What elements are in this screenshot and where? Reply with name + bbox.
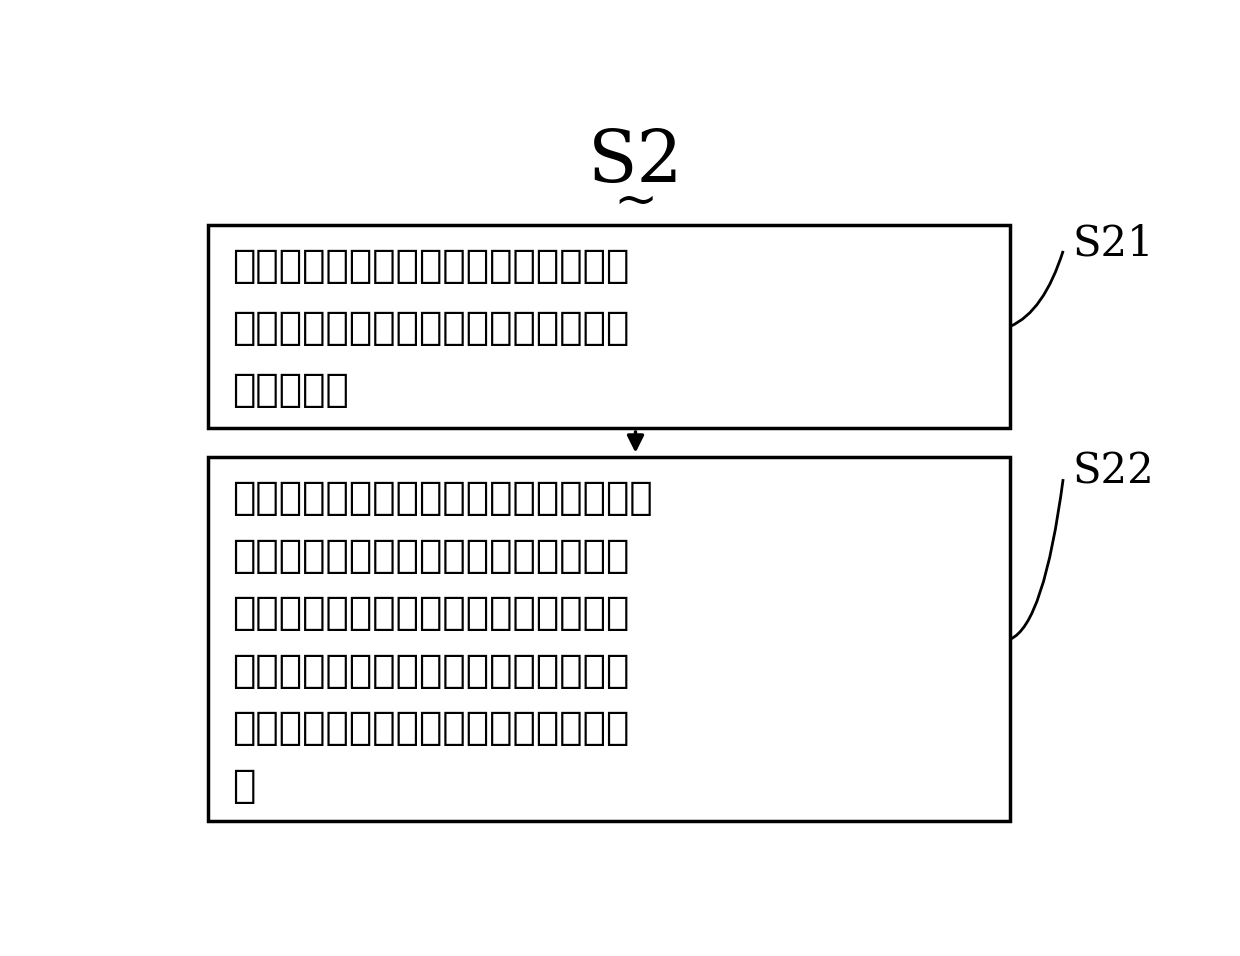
- Text: S22: S22: [1073, 450, 1154, 492]
- Text: 将每一所述头部断层图像二值化处理，
获得每一所述头部断层图像对应的多个
二值化图像: 将每一所述头部断层图像二值化处理， 获得每一所述头部断层图像对应的多个 二值化图…: [232, 248, 629, 409]
- FancyBboxPatch shape: [208, 226, 1011, 427]
- Text: 基于多个二值化图像，设置一预设阈值，
所述预设阈值对每一二值化图像进行像
素值划分，以保留超过所述预设阈值的
多个像素点，提取每一二值化图像对应
的多个头部轮廓: 基于多个二值化图像，设置一预设阈值， 所述预设阈值对每一二值化图像进行像 素值划…: [232, 479, 652, 805]
- Text: S2: S2: [588, 127, 683, 198]
- Text: S21: S21: [1073, 223, 1154, 265]
- FancyBboxPatch shape: [208, 457, 1011, 821]
- Text: ~: ~: [614, 175, 657, 227]
